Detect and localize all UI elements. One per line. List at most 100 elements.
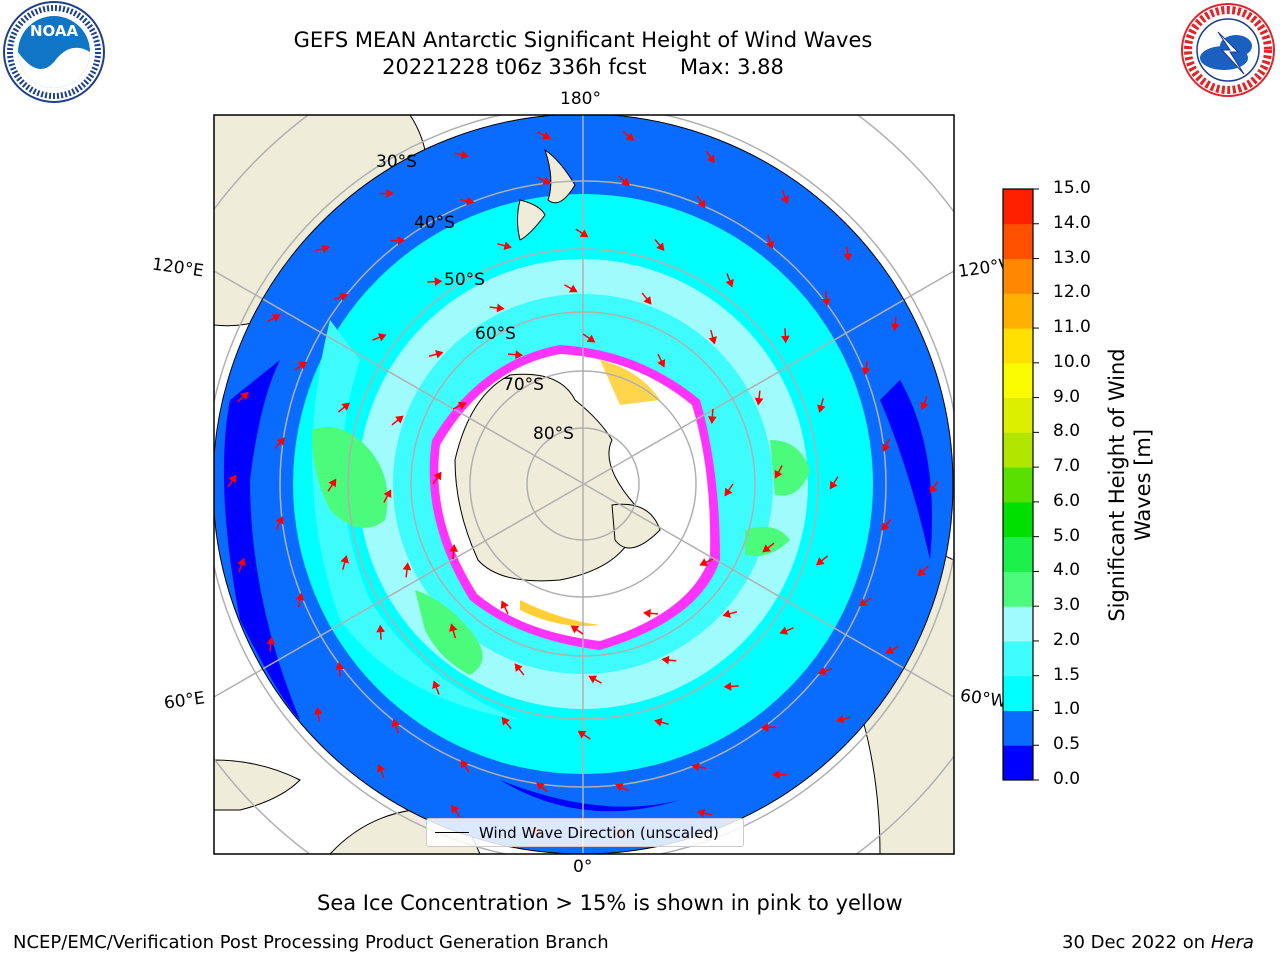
- wind-arrow-head: [723, 682, 732, 691]
- wind-arrow-head: [586, 334, 596, 343]
- wind-arrow-head: [861, 367, 871, 376]
- wind-arrow-head: [457, 401, 467, 410]
- wind-arrow-head: [885, 646, 895, 654]
- wind-arrow-head: [500, 600, 509, 610]
- wind-arrow-head: [656, 242, 665, 251]
- colorbar-tick-label: 4.0: [1053, 560, 1081, 581]
- wind-arrow-head: [432, 680, 441, 690]
- wind-arrow-head: [328, 478, 337, 488]
- wind-arrow-head: [766, 240, 775, 250]
- footer-date-text: 30 Dec 2022 on: [1062, 932, 1206, 953]
- colorbar-block: [1003, 432, 1033, 468]
- wind-arrow-head: [920, 401, 929, 411]
- wind-arrow-head: [836, 714, 845, 724]
- wind-arrow-head: [657, 358, 666, 368]
- wind-arrow-head: [625, 132, 635, 142]
- wind-arrow-head: [722, 609, 731, 618]
- wind-arrow-head: [724, 487, 733, 497]
- wind-arrow-head: [377, 333, 387, 342]
- wind-arrow-head: [386, 189, 394, 198]
- graticule: [214, 115, 954, 854]
- map-border: [213, 114, 955, 855]
- colorbar-tick-label: 8.0: [1053, 421, 1081, 442]
- wind-arrow-head: [822, 298, 831, 307]
- wind-arrow-head: [541, 131, 551, 140]
- wind-arrow-head: [271, 314, 281, 322]
- wind-arrow-head: [781, 335, 790, 344]
- colorbar-tick-label: 0.5: [1053, 734, 1081, 755]
- wind-arrow-head: [725, 278, 734, 288]
- colorbar-block: [1003, 328, 1033, 364]
- wind-arrow-head: [397, 236, 406, 245]
- wind-arrow-head: [760, 723, 769, 732]
- wind-arrow-head: [882, 443, 891, 453]
- wind-arrow-head: [298, 361, 308, 370]
- lat-label-80s: 80°S: [533, 424, 574, 444]
- noaa-logo-text: NOAA: [30, 22, 79, 40]
- wind-arrow-head: [643, 608, 651, 618]
- colorbar-block: [1003, 606, 1033, 642]
- wind-arrow-head: [661, 655, 670, 665]
- lon-label-180: 180°: [560, 89, 601, 109]
- wind-arrow-head: [391, 718, 400, 728]
- colorbar-tick-label: 3.0: [1053, 595, 1081, 616]
- colorbar-label-line1: Significant Height of Wind: [1105, 348, 1129, 622]
- colorbar-tick-label: 2.0: [1053, 629, 1081, 650]
- wind-arrow-head: [643, 296, 652, 305]
- wind-arrow-head: [383, 489, 392, 499]
- wind-wave-arrows: [227, 130, 939, 838]
- colorbar-tick-label: 11.0: [1053, 317, 1091, 338]
- wind-arrow-head: [321, 244, 330, 254]
- colorbar-tick-label: 15.0: [1053, 178, 1091, 198]
- colorbar-block: [1003, 293, 1033, 329]
- colorbar-tick-label: 5.0: [1053, 525, 1081, 546]
- lat-label-50s: 50°S: [444, 270, 485, 290]
- legend-line-swatch: [435, 832, 469, 833]
- lat-label-70s: 70°S: [503, 375, 544, 395]
- footer-machine: Hera: [1210, 932, 1254, 953]
- wind-arrow-head: [503, 241, 512, 250]
- wind-arrow-head: [817, 404, 826, 413]
- wind-arrow-head: [376, 624, 385, 633]
- wind-arrow-head: [588, 675, 598, 684]
- lat-label-30s: 30°S: [376, 152, 417, 172]
- colorbar-block: [1003, 397, 1033, 433]
- wind-arrow-head: [340, 555, 349, 564]
- wind-arrow-head: [313, 706, 323, 715]
- wind-arrow-head: [376, 763, 386, 773]
- wind-arrow-head: [697, 199, 706, 209]
- wind-arrow-head: [697, 808, 706, 818]
- colorbar-tick-label: 14.0: [1053, 212, 1091, 233]
- wind-arrow-head: [240, 391, 249, 401]
- wind-arrow-head: [772, 770, 780, 779]
- wind-arrow-head: [237, 557, 246, 567]
- wind-arrow-head: [890, 323, 900, 332]
- wind-arrow-head: [707, 416, 717, 424]
- colorbar-tick-label: 10.0: [1053, 351, 1091, 372]
- wind-arrow-head: [614, 783, 624, 792]
- wind-arrow-head: [774, 469, 783, 479]
- wind-arrow-head: [706, 154, 715, 164]
- wind-arrow-head: [341, 402, 350, 411]
- lat-label-40s: 40°S: [414, 213, 455, 233]
- wind-arrow-head: [829, 480, 838, 490]
- wind-arrow-head: [579, 229, 589, 238]
- wind-arrow-head: [780, 195, 790, 205]
- colorbar-tick-label: 9.0: [1053, 386, 1081, 407]
- footer-credit: NCEP/EMC/Verification Post Processing Pr…: [13, 932, 609, 953]
- wind-arrow-head: [699, 558, 709, 567]
- wind-arrow-head: [496, 303, 505, 313]
- colorbar-block: [1003, 710, 1033, 746]
- colorbar-block: [1003, 640, 1033, 677]
- lon-label-0: 0°: [573, 857, 593, 877]
- chart-subtitle: 20221228 t06z 336h fcst Max: 3.88: [200, 54, 966, 80]
- colorbar-block: [1003, 745, 1033, 781]
- wind-arrow-head: [536, 782, 545, 791]
- colorbar-tick-label: 1.0: [1053, 699, 1081, 720]
- wind-arrow-head: [434, 277, 443, 286]
- lat-label-60s: 60°S: [475, 324, 516, 344]
- wind-arrow-head: [843, 253, 853, 262]
- wind-arrow-head: [929, 484, 938, 494]
